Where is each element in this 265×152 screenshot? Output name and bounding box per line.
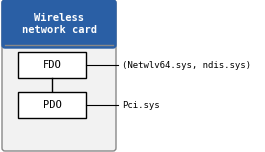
Bar [5, 39, 113, 46]
Bar [18, 92, 86, 118]
Text: (Netwlv64.sys, ndis.sys): (Netwlv64.sys, ndis.sys) [122, 60, 251, 69]
Text: FDO: FDO [43, 60, 61, 70]
Bar [18, 52, 86, 78]
Text: Pci.sys: Pci.sys [122, 100, 160, 109]
FancyBboxPatch shape [2, 0, 116, 151]
FancyBboxPatch shape [2, 0, 116, 48]
Text: Wireless
network card: Wireless network card [21, 13, 96, 35]
Text: PDO: PDO [43, 100, 61, 110]
